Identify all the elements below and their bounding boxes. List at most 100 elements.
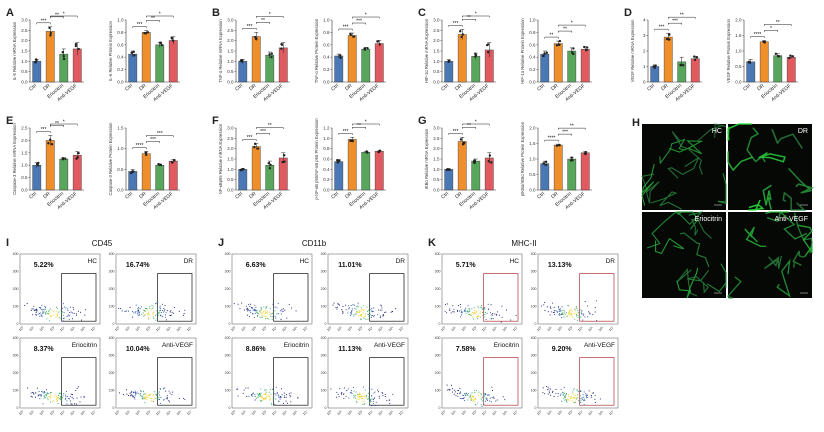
event-dot xyxy=(27,387,29,389)
event-dot xyxy=(146,398,148,400)
event-dot xyxy=(563,312,565,314)
event-dot xyxy=(450,384,453,386)
event-dot xyxy=(574,308,576,311)
data-point xyxy=(131,170,134,173)
event-dot xyxy=(251,395,253,397)
flow-x-tick-label: 10¹ xyxy=(450,325,457,332)
event-dot xyxy=(290,401,292,403)
y-tick-label: 1.5 xyxy=(433,49,440,54)
x-category-label: Ctrl xyxy=(234,83,244,93)
event-dot xyxy=(355,397,357,399)
y-tick-label: 0.8 xyxy=(323,146,330,151)
flow-x-tick-label: 10⁷ xyxy=(512,325,519,332)
event-dot xyxy=(470,313,472,315)
event-dot xyxy=(555,388,557,390)
flow-plot-frame xyxy=(327,337,409,409)
event-dot xyxy=(482,396,484,398)
significance-bracket xyxy=(558,127,586,130)
flow-y-tick-label: 200 xyxy=(435,287,441,291)
event-dot xyxy=(367,318,369,320)
event-dot xyxy=(478,394,480,396)
event-dot xyxy=(350,310,353,312)
event-dot xyxy=(449,309,451,311)
flow-group-label: Anti-VEGF xyxy=(374,342,405,349)
flow-group-label: Eriocitrin xyxy=(494,342,520,349)
event-dot xyxy=(368,387,370,389)
bar-eriocitrin xyxy=(471,160,481,191)
significance-bracket xyxy=(352,16,380,19)
event-dot xyxy=(73,403,76,405)
data-point xyxy=(146,31,150,34)
panel-letter: E xyxy=(6,115,13,127)
event-dot xyxy=(568,312,570,314)
data-point xyxy=(160,43,163,47)
y-tick-label: 1.0 xyxy=(227,167,234,172)
event-dot xyxy=(582,398,584,400)
significance-label: * xyxy=(475,120,477,126)
event-dot xyxy=(264,389,266,391)
significance-bracket xyxy=(558,24,586,27)
event-dot xyxy=(486,394,488,396)
event-dot xyxy=(40,395,42,397)
event-dot xyxy=(483,403,485,405)
flow-y-tick-label: 200 xyxy=(531,287,537,291)
event-dot xyxy=(481,305,483,307)
data-point xyxy=(336,161,339,164)
event-dot xyxy=(279,395,281,397)
y-tick-label: 0.4 xyxy=(117,55,124,60)
event-dot xyxy=(338,396,340,398)
event-dot xyxy=(156,307,158,309)
event-dot xyxy=(589,312,591,314)
event-dot xyxy=(568,399,570,401)
event-dot xyxy=(62,320,64,322)
event-dot xyxy=(468,308,470,310)
event-dot xyxy=(584,316,586,318)
event-dot xyxy=(255,309,257,311)
event-dot xyxy=(41,309,43,311)
event-dot xyxy=(137,393,139,395)
event-dot xyxy=(156,310,158,312)
event-dot xyxy=(365,397,367,399)
event-dot xyxy=(571,392,573,395)
data-point xyxy=(74,42,78,46)
event-dot xyxy=(274,403,276,405)
event-dot xyxy=(80,319,83,321)
vessel-stain xyxy=(717,173,727,205)
event-dot xyxy=(479,306,481,308)
event-dot xyxy=(495,400,497,402)
vessel-stain xyxy=(787,167,815,194)
event-dot xyxy=(164,316,166,318)
event-dot xyxy=(138,313,140,315)
significance-label: ** xyxy=(467,123,471,129)
event-dot xyxy=(297,397,299,399)
event-dot xyxy=(83,395,85,397)
significance-bracket xyxy=(558,30,572,33)
event-dot xyxy=(473,307,475,309)
event-dot xyxy=(351,392,353,395)
significance-bracket xyxy=(448,25,463,27)
event-dot xyxy=(491,396,493,399)
event-dot xyxy=(580,316,582,318)
event-dot xyxy=(253,316,255,318)
flow-group-label: Eriocitrin xyxy=(72,342,98,349)
event-dot xyxy=(483,395,485,397)
vessel-stain xyxy=(697,123,727,142)
data-point xyxy=(283,154,286,157)
vessel-stain xyxy=(764,255,783,270)
event-dot xyxy=(484,307,486,309)
event-dot xyxy=(182,397,184,400)
event-dot xyxy=(46,392,48,394)
event-dot xyxy=(145,394,147,396)
event-dot xyxy=(484,400,487,402)
event-dot xyxy=(69,396,71,398)
flow-x-tick-label: 10⁰ xyxy=(536,409,543,416)
x-category-label: DR xyxy=(454,191,464,200)
event-dot xyxy=(183,314,185,316)
gate-box xyxy=(483,273,519,322)
y-tick-label: 0.4 xyxy=(529,55,536,60)
event-dot xyxy=(567,399,569,401)
event-dot xyxy=(358,392,361,394)
event-dot xyxy=(481,394,483,396)
